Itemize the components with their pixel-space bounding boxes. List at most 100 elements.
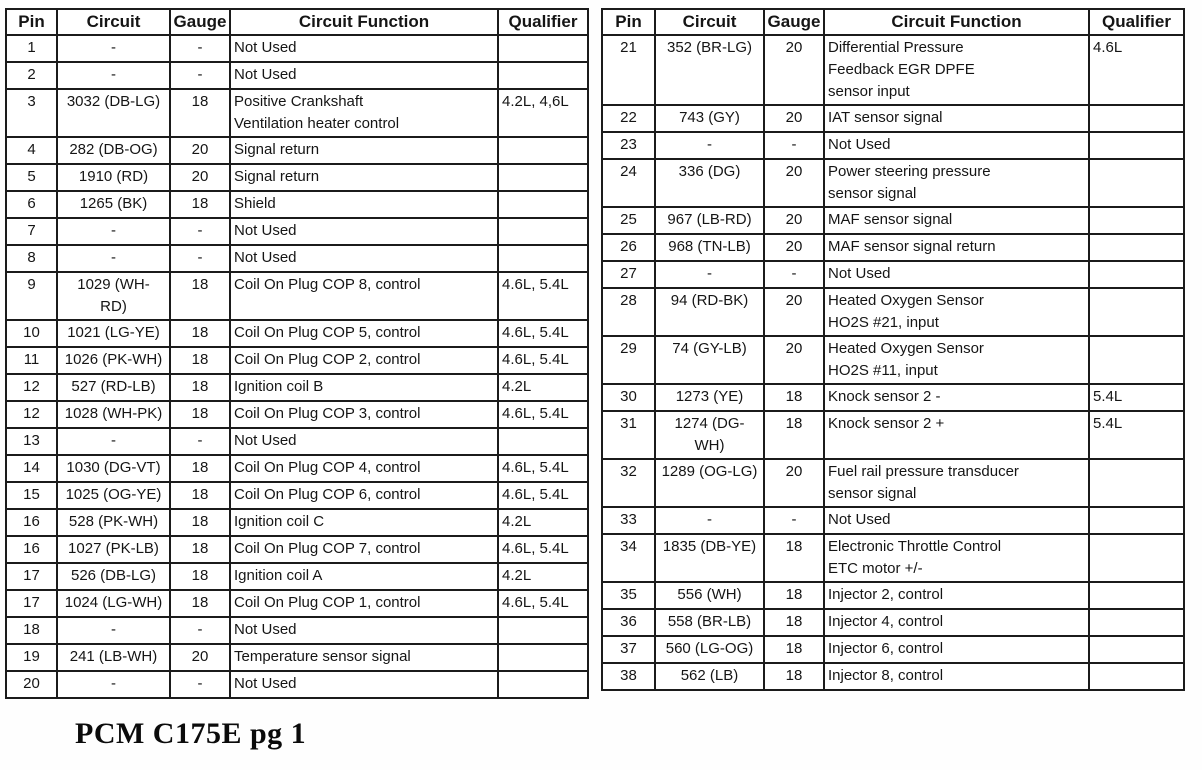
cell-function: Not Used: [229, 34, 499, 63]
cell-function: Not Used: [823, 131, 1090, 160]
cell-pin: 34: [601, 533, 656, 583]
cell-qualifier: 4.6L, 5.4L: [497, 346, 589, 375]
cell-pin: 23: [601, 131, 656, 160]
col-header-pin: Pin: [601, 8, 656, 36]
cell-circuit: 1289 (OG-LG): [654, 458, 765, 508]
table-row: 2- - Not Used: [5, 61, 589, 90]
cell-circuit: 558 (BR-LB): [654, 608, 765, 637]
cell-circuit: 94 (RD-BK): [654, 287, 765, 337]
table-row: 3 3032 (DB-LG) 18 Positive Crankshaft Venti…: [5, 88, 589, 138]
cell-pin: 32: [601, 458, 656, 508]
cell-gauge: 20: [763, 158, 825, 208]
cell-pin: 10: [5, 319, 58, 348]
cell-function: Signal return: [229, 163, 499, 192]
cell-qualifier: 4.6L, 5.4L: [497, 535, 589, 564]
table-row: 32 1289 (OG-LG) 20 Fuel rail pressure trans…: [601, 458, 1185, 508]
cell-qualifier: [1088, 104, 1185, 133]
cell-circuit: -: [56, 616, 171, 645]
cell-pin: 22: [601, 104, 656, 133]
table-row: 17 526 (DB-LG) 18 Ignition coil A 4.2L: [5, 562, 589, 591]
cell-circuit: -: [56, 34, 171, 63]
cell-qualifier: 4.6L, 5.4L: [497, 271, 589, 321]
cell-pin: 17: [5, 589, 58, 618]
cell-qualifier: 4.2L: [497, 373, 589, 402]
pinout-table-pins-1-20: Pin Circuit Gauge Circuit Function Quali…: [5, 8, 589, 699]
cell-qualifier: [1088, 335, 1185, 385]
cell-pin: 17: [5, 562, 58, 591]
cell-qualifier: [497, 163, 589, 192]
cell-pin: 8: [5, 244, 58, 273]
cell-gauge: 20: [763, 233, 825, 262]
cell-gauge: 20: [763, 104, 825, 133]
cell-gauge: 18: [169, 373, 231, 402]
cell-function: Not Used: [823, 260, 1090, 289]
cell-function: Ignition coil C: [229, 508, 499, 537]
cell-gauge: 18: [169, 346, 231, 375]
cell-gauge: -: [169, 217, 231, 246]
cell-circuit: 1024 (LG-WH): [56, 589, 171, 618]
cell-function: Heated Oxygen Sensor HO2S #21, input: [823, 287, 1090, 337]
cell-function: Fuel rail pressure transducer sensor sig…: [823, 458, 1090, 508]
cell-gauge: 18: [763, 635, 825, 664]
cell-qualifier: 4.6L, 5.4L: [497, 481, 589, 510]
cell-qualifier: [497, 61, 589, 90]
cell-qualifier: [497, 670, 589, 699]
cell-circuit: -: [56, 670, 171, 699]
cell-function: Coil On Plug COP 4, control: [229, 454, 499, 483]
cell-gauge: -: [169, 61, 231, 90]
cell-gauge: 18: [763, 608, 825, 637]
cell-gauge: 18: [763, 533, 825, 583]
cell-function: Positive Crankshaft Ventilation heater c…: [229, 88, 499, 138]
cell-function: Signal return: [229, 136, 499, 165]
cell-qualifier: [1088, 608, 1185, 637]
table-row: 27- - Not Used: [601, 260, 1185, 289]
cell-qualifier: [497, 217, 589, 246]
cell-function: Power steering pressure sensor signal: [823, 158, 1090, 208]
col-header-gauge: Gauge: [169, 8, 231, 36]
cell-pin: 27: [601, 260, 656, 289]
cell-qualifier: 4.2L, 4,6L: [497, 88, 589, 138]
cell-function: Not Used: [229, 427, 499, 456]
cell-qualifier: 4.2L: [497, 562, 589, 591]
cell-pin: 20: [5, 670, 58, 699]
cell-gauge: 20: [169, 163, 231, 192]
cell-qualifier: [1088, 533, 1185, 583]
cell-circuit: 352 (BR-LG): [654, 34, 765, 106]
cell-qualifier: [497, 643, 589, 672]
col-header-gauge: Gauge: [763, 8, 825, 36]
table-row: 23- - Not Used: [601, 131, 1185, 160]
table-row: 14 1030 (DG-VT) 18 Coil On Plug COP 4, cont…: [5, 454, 589, 483]
col-header-function: Circuit Function: [823, 8, 1090, 36]
cell-gauge: -: [169, 616, 231, 645]
cell-pin: 31: [601, 410, 656, 460]
cell-qualifier: 4.6L, 5.4L: [497, 589, 589, 618]
cell-pin: 9: [5, 271, 58, 321]
cell-pin: 12: [5, 400, 58, 429]
col-header-pin: Pin: [5, 8, 58, 36]
cell-function: Coil On Plug COP 1, control: [229, 589, 499, 618]
cell-pin: 3: [5, 88, 58, 138]
cell-circuit: 968 (TN-LB): [654, 233, 765, 262]
table-row: 31 1274 (DG- WH) 18 Knock sensor 2 +5.4L: [601, 410, 1185, 460]
cell-function: Injector 8, control: [823, 662, 1090, 691]
table-row: 28 94 (RD-BK) 20 Heated Oxygen Sensor HO2S …: [601, 287, 1185, 337]
cell-qualifier: [497, 244, 589, 273]
cell-circuit: 967 (LB-RD): [654, 206, 765, 235]
table-row: 10 1021 (LG-YE) 18 Coil On Plug COP 5, cont…: [5, 319, 589, 348]
cell-gauge: 18: [169, 271, 231, 321]
cell-pin: 16: [5, 508, 58, 537]
cell-pin: 6: [5, 190, 58, 219]
table-row: 21 352 (BR-LG) 20 Differential Pressure Fee…: [601, 34, 1185, 106]
cell-gauge: 18: [169, 190, 231, 219]
cell-circuit: 1274 (DG- WH): [654, 410, 765, 460]
table-row: 35 556 (WH) 18 Injector 2, control: [601, 581, 1185, 610]
cell-circuit: 282 (DB-OG): [56, 136, 171, 165]
cell-circuit: 560 (LG-OG): [654, 635, 765, 664]
cell-circuit: 74 (GY-LB): [654, 335, 765, 385]
table-row: 7- - Not Used: [5, 217, 589, 246]
cell-circuit: -: [56, 61, 171, 90]
cell-qualifier: [497, 427, 589, 456]
cell-circuit: 1835 (DB-YE): [654, 533, 765, 583]
pinout-table-body-left: 1- - Not Used 2- - Not Used 3 3032 (DB-LG) 18 Pos…: [5, 34, 589, 699]
